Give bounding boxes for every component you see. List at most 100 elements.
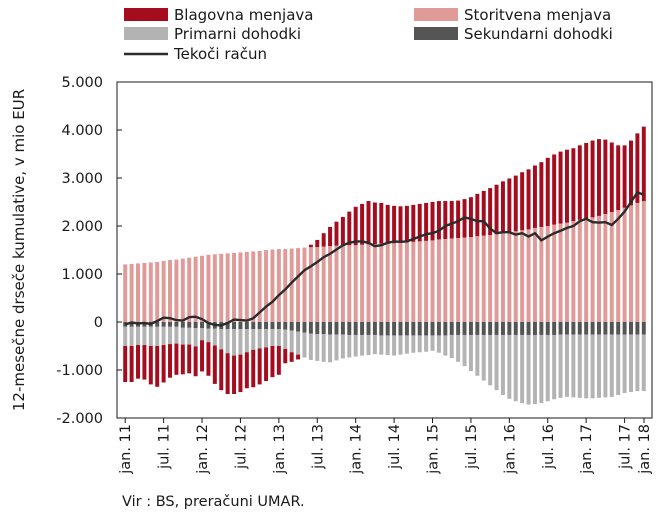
bar-primary xyxy=(200,328,205,341)
bar-services xyxy=(334,245,339,322)
bar-goods xyxy=(340,216,345,246)
bar-primary xyxy=(270,329,275,346)
bar-services xyxy=(180,258,185,322)
bar-primary xyxy=(193,328,198,347)
chart-legend: Blagovna menjava Storitvena menjava Primar… xyxy=(124,6,613,63)
bar-secondary xyxy=(289,322,294,331)
bar-goods xyxy=(123,346,128,382)
bar-goods xyxy=(552,154,557,225)
bar-primary xyxy=(520,334,525,404)
bar-primary xyxy=(289,330,294,353)
bar-primary xyxy=(430,335,435,351)
bar-secondary xyxy=(180,322,185,328)
source-note: Vir : BS, preračuni UMAR. xyxy=(122,494,305,510)
legend-label-secondary: Sekundarni dohodki xyxy=(464,25,613,43)
x-tick-label: jul. 13 xyxy=(310,424,326,470)
bar-goods xyxy=(334,221,339,246)
bar-primary xyxy=(219,329,224,350)
bar-services xyxy=(532,227,537,322)
bar-goods xyxy=(520,172,525,231)
bar-secondary xyxy=(456,322,461,335)
bar-goods xyxy=(308,244,313,248)
bar-secondary xyxy=(308,322,313,334)
bar-primary xyxy=(449,334,454,358)
bar-goods xyxy=(468,197,473,238)
x-tick-label: jan. 16 xyxy=(502,424,518,475)
bar-goods xyxy=(513,175,518,232)
bar-services xyxy=(244,251,249,322)
bar-services xyxy=(296,248,301,322)
bar-goods xyxy=(251,349,256,388)
bar-goods xyxy=(142,345,147,380)
bar-secondary xyxy=(468,322,473,335)
bar-primary xyxy=(616,334,621,395)
bar-secondary xyxy=(168,322,173,327)
bar-primary xyxy=(302,332,307,358)
bar-services xyxy=(283,249,288,322)
bar-secondary xyxy=(526,322,531,335)
bar-services xyxy=(539,226,544,322)
current-account-line-group xyxy=(124,191,645,327)
bar-primary xyxy=(379,335,384,355)
bar-secondary xyxy=(539,322,544,335)
bar-primary xyxy=(123,326,128,346)
bar-goods xyxy=(283,348,288,364)
bar-services xyxy=(379,243,384,322)
bar-goods xyxy=(629,140,633,206)
bar-secondary xyxy=(462,322,467,335)
bar-goods xyxy=(577,145,582,220)
bar-services xyxy=(225,253,230,322)
bar-goods xyxy=(417,203,422,242)
bar-secondary xyxy=(296,322,301,332)
bar-services xyxy=(129,263,134,322)
bar-primary xyxy=(558,334,563,398)
bar-secondary xyxy=(622,322,627,335)
bar-services xyxy=(136,263,140,322)
legend-label-current: Tekoči račun xyxy=(173,45,267,63)
bar-services xyxy=(193,256,198,322)
bar-goods xyxy=(532,165,537,228)
bar-secondary xyxy=(385,322,390,336)
bar-services xyxy=(456,238,461,322)
bar-secondary xyxy=(629,322,633,335)
bar-secondary xyxy=(449,322,454,335)
bar-secondary xyxy=(193,322,198,329)
bar-primary xyxy=(264,329,269,348)
bar-primary xyxy=(308,333,313,360)
bar-secondary xyxy=(577,322,582,335)
bar-services xyxy=(584,218,589,322)
bar-services xyxy=(430,240,435,322)
bar-goods xyxy=(276,346,281,375)
bar-secondary xyxy=(276,322,281,330)
x-tick-label: jul. 16 xyxy=(541,424,557,470)
bar-secondary xyxy=(161,322,166,327)
bar-secondary xyxy=(436,322,441,336)
bar-secondary xyxy=(424,322,429,336)
bar-primary xyxy=(257,329,262,349)
bar-secondary xyxy=(372,322,377,335)
bar-secondary xyxy=(520,322,525,335)
x-axis: jan. 11 jul. 11 jan. 12 jul. 12 jan. 13 jul. … xyxy=(118,418,653,475)
bar-secondary xyxy=(142,322,147,327)
bar-primary xyxy=(609,334,614,397)
bar-primary xyxy=(212,328,217,346)
bar-secondary xyxy=(417,322,422,336)
bar-services xyxy=(328,246,333,322)
bar-secondary xyxy=(302,322,307,333)
y-tick-label: 1.000 xyxy=(61,267,103,283)
bar-primary xyxy=(366,334,371,356)
bar-secondary xyxy=(283,322,288,330)
legend-swatch-primary xyxy=(124,27,168,40)
bar-services xyxy=(577,219,582,322)
bar-services xyxy=(488,235,493,322)
bar-secondary xyxy=(571,322,576,335)
bar-services xyxy=(155,262,160,322)
y-axis: 5.000 4.000 3.000 2.000 1.000 0 -1.000 -2.000 xyxy=(56,75,122,427)
bar-services xyxy=(206,254,211,322)
bar-goods xyxy=(193,346,198,377)
bar-secondary xyxy=(238,322,243,330)
bar-goods xyxy=(392,205,397,244)
bar-services xyxy=(347,245,352,322)
bar-goods xyxy=(488,188,493,236)
